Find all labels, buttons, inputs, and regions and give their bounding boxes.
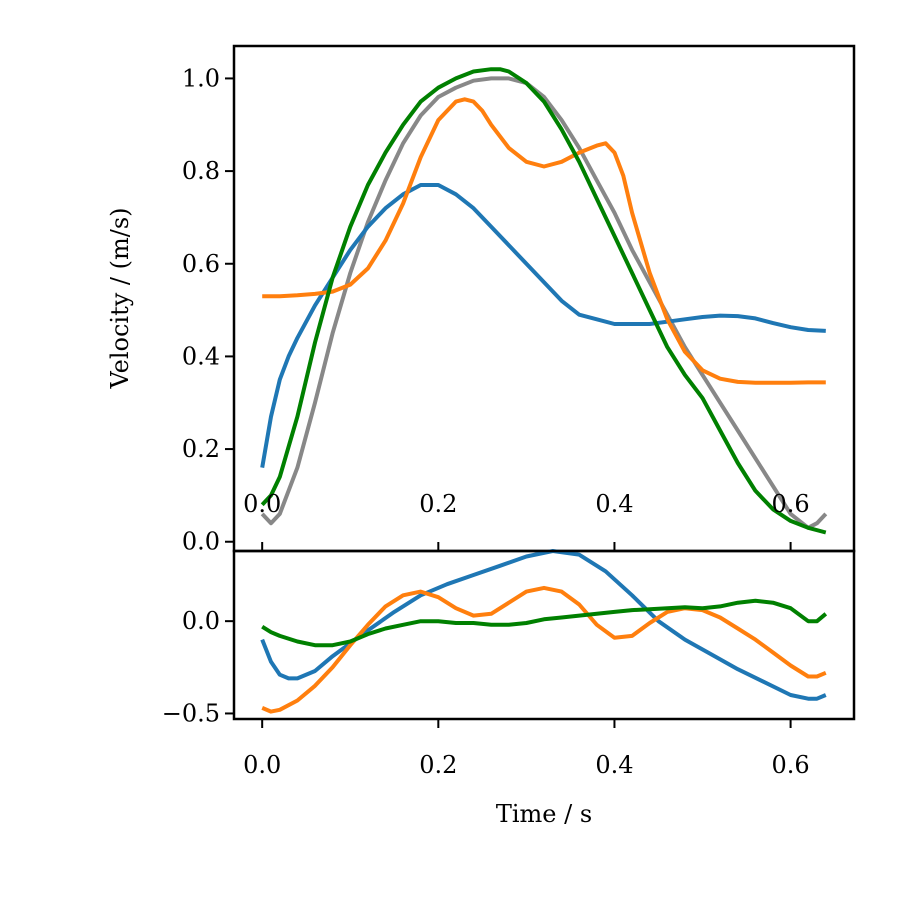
top-y-axis-label: Velocity / (m/s) xyxy=(106,207,134,389)
top-series-blue-line xyxy=(260,183,826,468)
top-x-tick-label: 0.6 xyxy=(772,490,810,518)
top-x-tick-label: 0.0 xyxy=(243,490,281,518)
bottom-series-group xyxy=(260,549,828,714)
top-y-tick-label: 0.0 xyxy=(182,528,220,556)
bottom-series-green-line xyxy=(261,598,828,648)
bottom-x-axis-label: Time / s xyxy=(496,800,592,828)
bottom-ticks-group: −0.5 0.0 0.0 0.2 0.4 0.6 xyxy=(162,607,810,779)
top-x-tick-label: 0.4 xyxy=(595,490,633,518)
bottom-y-tick-label: 0.0 xyxy=(182,607,220,635)
top-series-orange-line xyxy=(262,97,826,385)
bottom-x-tick-label: 0.0 xyxy=(243,751,281,779)
top-y-tick-label: 0.4 xyxy=(182,342,220,370)
top-series-group xyxy=(260,67,828,535)
top-y-tick-label: 0.8 xyxy=(182,157,220,185)
top-y-tick-label: 0.6 xyxy=(182,250,220,278)
bottom-y-tick-label: −0.5 xyxy=(162,699,220,727)
bottom-panel: −0.5 0.0 0.0 0.2 0.4 0.6 Time / s xyxy=(162,549,856,828)
bottom-series-blue-line xyxy=(260,549,827,701)
top-x-tick-label: 0.2 xyxy=(419,490,457,518)
top-ticks-group: 0.0 0.2 0.4 0.6 0.8 1.0 0.0 0.2 0.4 0.6 xyxy=(182,64,810,555)
bottom-x-tick-label: 0.4 xyxy=(595,751,633,779)
top-series-gray-line xyxy=(260,76,828,530)
bottom-x-tick-label: 0.6 xyxy=(772,751,810,779)
bottom-plot-frame xyxy=(232,549,856,721)
top-series-green-line xyxy=(260,67,827,535)
top-y-tick-label: 1.0 xyxy=(182,64,220,92)
bottom-series-orange-line xyxy=(261,585,827,714)
bottom-x-tick-label: 0.2 xyxy=(419,751,457,779)
top-y-tick-label: 0.2 xyxy=(182,435,220,463)
top-panel: 0.0 0.2 0.4 0.6 0.8 1.0 0.0 0.2 0.4 0.6 Velocity … xyxy=(106,44,856,556)
